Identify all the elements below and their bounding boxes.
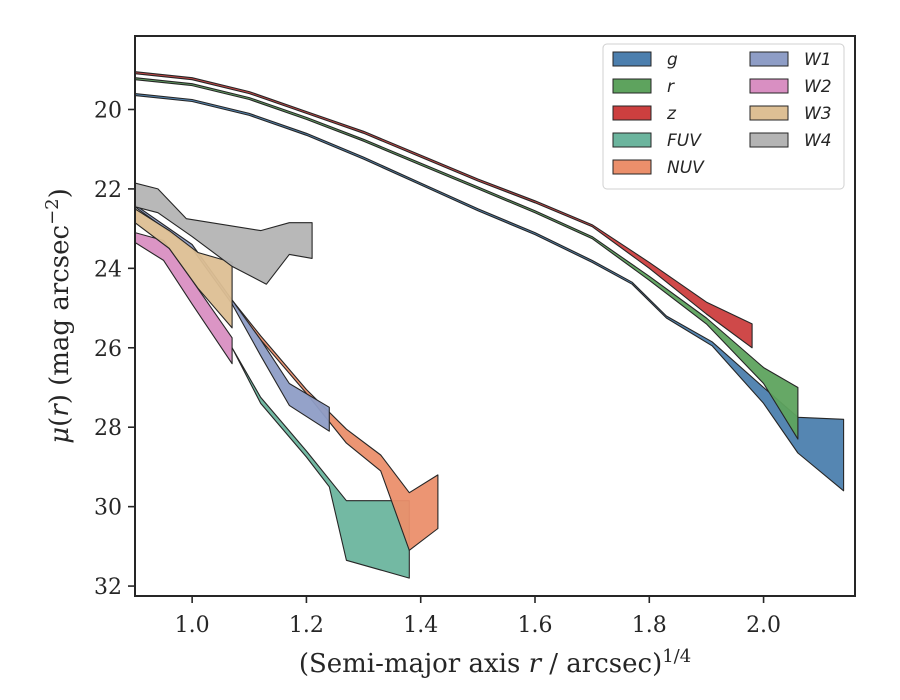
legend-label-r: r xyxy=(667,77,675,97)
legend-swatch-z xyxy=(612,105,652,121)
y-tick-label: 28 xyxy=(94,416,122,441)
band-w4 xyxy=(135,182,313,285)
legend-swatch-w1 xyxy=(749,51,789,67)
legend-label-z: z xyxy=(666,104,677,124)
x-tick-label: 1.4 xyxy=(403,613,438,638)
legend: grz FUV NUV W1 W2 W3 W4 xyxy=(602,43,845,190)
y-tick-label: 20 xyxy=(94,98,122,123)
band-fuv xyxy=(231,347,410,579)
legend-swatch-w3 xyxy=(749,105,789,121)
legend-label-g: g xyxy=(667,50,678,70)
y-tick-label: 26 xyxy=(94,337,122,362)
legend-swatch-fuv xyxy=(612,132,652,148)
x-tick-label: 1.6 xyxy=(518,613,553,638)
legend-label-fuv: FUV xyxy=(667,131,702,151)
legend-label-w3: W3 xyxy=(804,104,832,124)
legend-swatch-nuv xyxy=(612,159,652,175)
y-tick-label: 22 xyxy=(94,178,122,203)
x-tick-label: 1.8 xyxy=(632,613,667,638)
y-axis-ticks: 20 22 24 26 28 30 32 xyxy=(94,98,135,600)
legend-label-w4: W4 xyxy=(804,131,832,151)
legend-swatch-r xyxy=(612,78,652,94)
legend-label-w2: W2 xyxy=(804,77,832,97)
legend-swatch-g xyxy=(612,51,652,67)
x-axis-label: (Semi-major axis r / arcsec)1/4 xyxy=(299,646,691,679)
band-z xyxy=(135,71,753,349)
legend-label-w1: W1 xyxy=(804,50,832,70)
x-tick-label: 1.0 xyxy=(175,613,210,638)
legend-label-nuv: NUV xyxy=(667,158,705,178)
x-tick-label: 2.0 xyxy=(746,613,781,638)
band-w3 xyxy=(135,208,233,329)
legend-swatch-w2 xyxy=(749,78,789,94)
y-tick-label: 32 xyxy=(94,575,122,600)
y-tick-label: 24 xyxy=(94,257,122,282)
legend-swatch-w4 xyxy=(749,132,789,148)
x-axis-ticks: 1.0 1.2 1.4 1.6 1.8 2.0 xyxy=(175,596,781,638)
y-tick-label: 30 xyxy=(94,496,122,521)
profile-bands xyxy=(135,71,845,579)
x-tick-label: 1.2 xyxy=(289,613,324,638)
band-r xyxy=(135,77,799,440)
plot-frame xyxy=(134,35,856,597)
band-g xyxy=(135,93,845,492)
y-axis-label: μ(r) (mag arcsec−2) xyxy=(42,188,75,444)
